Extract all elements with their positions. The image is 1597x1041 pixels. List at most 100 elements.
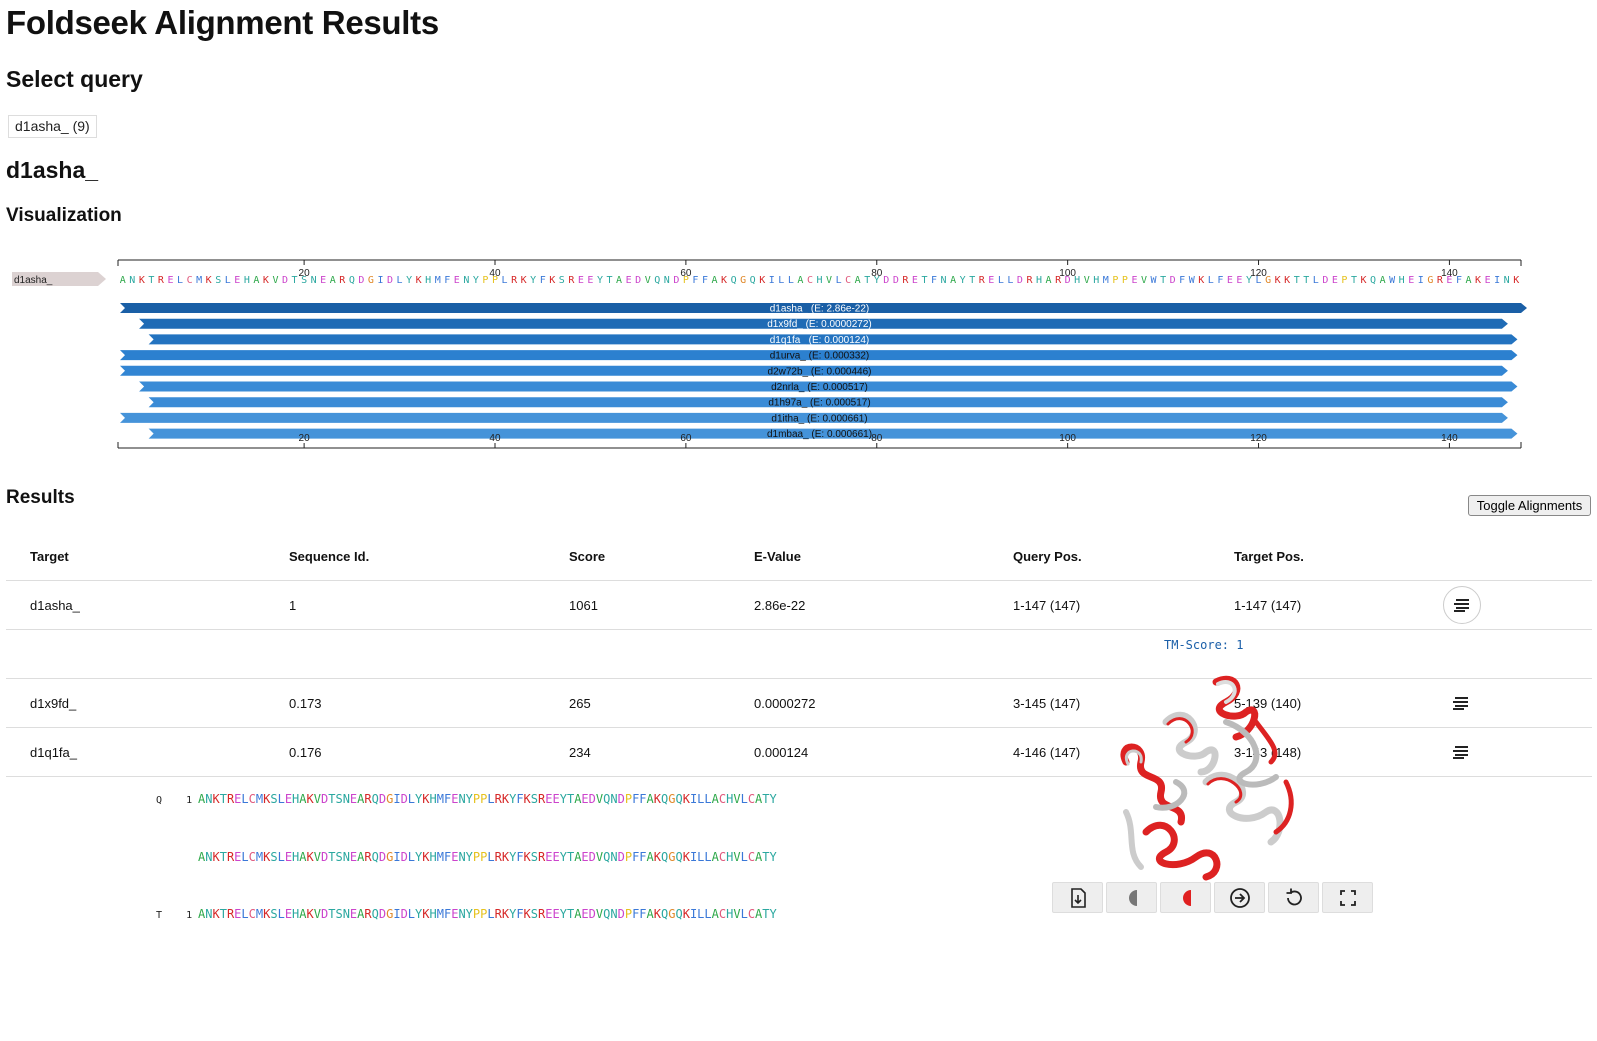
col-evalue[interactable]: E-Value: [730, 532, 989, 581]
sequence-alignment: Q 1 ANKTRELCMKSLEHAKVDTSNEARQDGIDLYKHMFEN…: [156, 752, 777, 963]
residue: G: [1265, 275, 1271, 286]
residue: H: [244, 275, 250, 286]
residue: K: [139, 275, 145, 286]
aln-residue: F: [632, 850, 640, 864]
aln-residue: N: [205, 850, 213, 864]
aln-residue: F: [516, 792, 524, 806]
aln-residue: A: [357, 850, 365, 864]
axis-tick-label: 60: [680, 268, 692, 279]
aln-residue: A: [198, 850, 206, 864]
aln-residue: E: [284, 907, 293, 921]
aln-residue: T: [566, 907, 575, 921]
show-alignment-button[interactable]: [1443, 734, 1479, 770]
cell-target[interactable]: d1q1fa_: [6, 727, 265, 777]
axis-tick-label: 120: [1250, 268, 1267, 279]
residue: Y: [473, 275, 479, 286]
residue: E: [1131, 275, 1137, 286]
aln-residue: A: [646, 792, 654, 806]
show-alignment-button[interactable]: [1443, 685, 1479, 721]
col-target-pos[interactable]: Target Pos.: [1210, 532, 1431, 581]
aln-residue: N: [458, 907, 466, 921]
aln-residue: C: [747, 850, 756, 864]
aln-residue: K: [422, 792, 430, 806]
axis-bottom: 20 40 60 80 100 120 140: [117, 433, 1522, 449]
residue: Y: [406, 275, 412, 286]
aln-residue: E: [234, 907, 242, 921]
aln-residue: R: [226, 850, 235, 864]
cell-target[interactable]: d1x9fd_: [6, 678, 265, 728]
residue: A: [855, 275, 861, 286]
residue: D: [883, 275, 889, 286]
aln-residue: Q: [661, 792, 669, 806]
aln-residue: P: [472, 792, 481, 806]
toggle-query-button[interactable]: [1106, 882, 1157, 913]
cell-evalue: 0.0000272: [730, 678, 989, 728]
aln-residue: Y: [559, 850, 567, 864]
structure-viewer[interactable]: [1106, 662, 1306, 882]
aln-residue: D: [400, 907, 408, 921]
residue: K: [263, 275, 269, 286]
arrow-forward-button[interactable]: [1214, 882, 1265, 913]
fullscreen-icon: [1339, 889, 1356, 906]
residue: C: [845, 275, 851, 286]
aln-residue: G: [386, 792, 394, 806]
aln-residue: D: [400, 850, 408, 864]
aln-match-seq: ANKTRELCMKSLEHAKVDTSNEARQDGIDLYKHMFENYPP…: [198, 850, 777, 864]
aln-residue: F: [516, 850, 524, 864]
aln-residue: A: [574, 850, 582, 864]
show-alignment-button[interactable]: [1443, 586, 1481, 624]
col-score[interactable]: Score: [545, 532, 730, 581]
aln-residue: H: [429, 850, 437, 864]
query-label-shape: [12, 272, 106, 286]
aln-residue: T: [328, 792, 336, 806]
aln-residue: V: [313, 907, 321, 921]
aln-residue: K: [212, 907, 220, 921]
aln-residue: E: [545, 792, 553, 806]
cell-target[interactable]: d1asha_: [6, 580, 265, 630]
hit-bar-label: d1asha_ (E: 2.86e-22): [770, 304, 870, 315]
query-track-label: d1asha_: [12, 272, 106, 286]
half-circle-gray-icon: [1128, 889, 1137, 906]
aln-residue: S: [335, 792, 343, 806]
cell-score: 265: [545, 678, 730, 728]
download-button[interactable]: [1052, 882, 1103, 913]
residue: T: [1303, 275, 1309, 286]
axis-tick-label: 80: [871, 268, 883, 279]
aln-residue: R: [538, 850, 546, 864]
residue: N: [664, 275, 670, 286]
fullscreen-button[interactable]: [1322, 882, 1373, 913]
aln-residue: R: [538, 907, 546, 921]
toggle-target-button[interactable]: [1160, 882, 1211, 913]
col-query-pos[interactable]: Query Pos.: [989, 532, 1210, 581]
aln-residue: S: [270, 792, 278, 806]
aln-residue: K: [501, 850, 510, 864]
aln-residue: G: [668, 907, 676, 921]
aln-residue: S: [530, 792, 539, 806]
aln-residue: E: [349, 850, 358, 864]
col-target[interactable]: Target: [6, 532, 265, 581]
reset-view-button[interactable]: [1268, 882, 1319, 913]
col-sequence-id[interactable]: Sequence Id.: [265, 532, 545, 581]
aln-residue: Y: [769, 907, 777, 921]
aln-residue: M: [255, 792, 264, 806]
aln-q-label: Q 1: [156, 795, 193, 806]
residue: N: [311, 275, 317, 286]
residue: Y: [960, 275, 966, 286]
aln-residue: K: [306, 907, 314, 921]
arrow-circle-right-icon: [1229, 887, 1250, 908]
aln-residue: V: [733, 792, 741, 806]
aln-residue: L: [241, 907, 249, 921]
aln-residue: Y: [415, 792, 423, 806]
toggle-alignments-button[interactable]: Toggle Alignments: [1468, 495, 1591, 516]
aln-target-line: T 1 ANKTRELCMKSLEHAKVDTSNEARQDGIDLYKHMFEN…: [156, 905, 777, 925]
aln-residue: G: [668, 850, 676, 864]
residue: Q: [654, 275, 660, 286]
residue: P: [492, 275, 498, 286]
aln-residue: Q: [675, 792, 683, 806]
structure-toolbar: [1052, 882, 1376, 913]
aln-residue: M: [436, 850, 444, 864]
aln-residue: T: [219, 792, 227, 806]
query-select-button[interactable]: d1asha_ (9): [8, 115, 97, 138]
aln-residue: Y: [509, 850, 517, 864]
